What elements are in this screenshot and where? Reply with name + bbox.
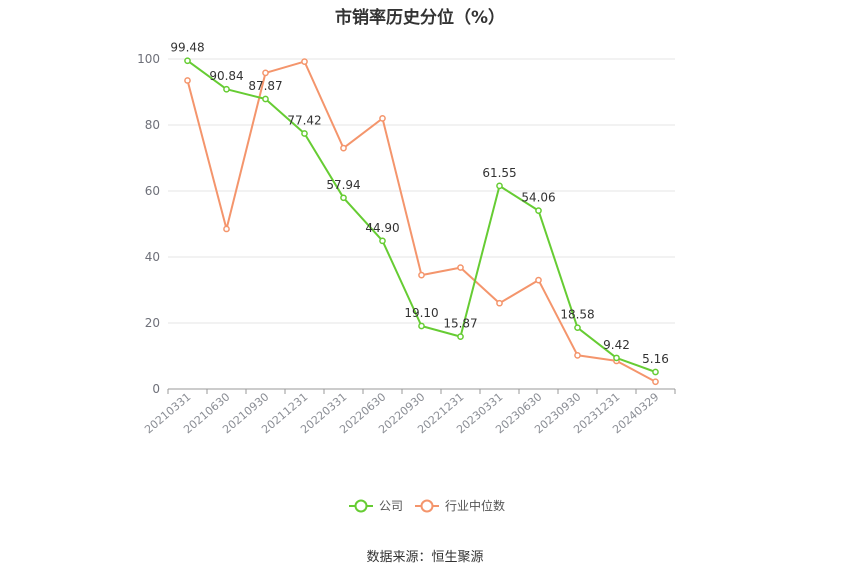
- legend-label: 行业中位数: [445, 498, 505, 513]
- legend[interactable]: 公司 行业中位数: [349, 498, 505, 513]
- data-point: [301, 130, 308, 137]
- data-point: [652, 368, 659, 376]
- data-point: [535, 207, 542, 214]
- data-label: 54.06: [521, 191, 555, 205]
- data-label: 18.58: [560, 308, 594, 322]
- data-point: [379, 115, 386, 122]
- chart-title: 市销率历史分位（%）: [334, 8, 506, 28]
- data-point: [262, 69, 269, 77]
- data-label: 9.42: [603, 338, 630, 352]
- data-label: 87.87: [248, 79, 282, 93]
- data-point: [535, 276, 542, 284]
- data-point: [496, 182, 503, 190]
- data-source: 数据来源：恒生聚源: [366, 550, 484, 565]
- y-tick-label: 20: [145, 316, 160, 330]
- data-point: [457, 333, 464, 340]
- data-label: 99.48: [170, 41, 204, 55]
- axes: 0204060801002021033120210630202109302021…: [137, 52, 676, 436]
- data-label: 5.16: [642, 352, 669, 366]
- data-point: [418, 271, 425, 279]
- data-point: [340, 194, 347, 202]
- data-label: 44.90: [365, 221, 399, 235]
- legend-label: 公司: [379, 499, 403, 513]
- data-labels: 99.48 90.84 87.87 77.42 57.94 44.90 19.10 15.87…: [170, 41, 669, 366]
- data-point: [457, 264, 464, 271]
- legend-marker: [420, 499, 434, 513]
- data-point: [301, 58, 308, 65]
- data-label: 57.94: [326, 178, 360, 192]
- y-tick-label: 60: [145, 184, 160, 198]
- data-point: [574, 351, 581, 359]
- y-tick-label: 80: [145, 118, 160, 132]
- data-point: [652, 378, 659, 386]
- data-label: 90.84: [209, 69, 243, 83]
- data-point: [223, 85, 230, 93]
- legend-marker: [354, 499, 368, 513]
- data-label: 77.42: [287, 114, 321, 128]
- data-point: [223, 225, 230, 233]
- data-label: 61.55: [482, 166, 516, 180]
- grid-lines: [168, 58, 675, 324]
- series: [184, 57, 659, 386]
- data-point: [340, 144, 347, 152]
- y-tick-label: 100: [137, 52, 160, 66]
- data-point: [418, 322, 425, 330]
- data-label: 19.10: [404, 306, 438, 320]
- data-point: [379, 237, 386, 245]
- data-point: [574, 324, 581, 332]
- data-label: 15.87: [443, 317, 477, 331]
- data-point: [262, 95, 269, 103]
- y-tick-label: 0: [152, 382, 160, 396]
- data-point: [184, 57, 191, 65]
- data-point: [613, 354, 620, 362]
- y-tick-label: 40: [145, 250, 160, 264]
- data-point: [496, 299, 503, 307]
- data-point: [184, 77, 191, 84]
